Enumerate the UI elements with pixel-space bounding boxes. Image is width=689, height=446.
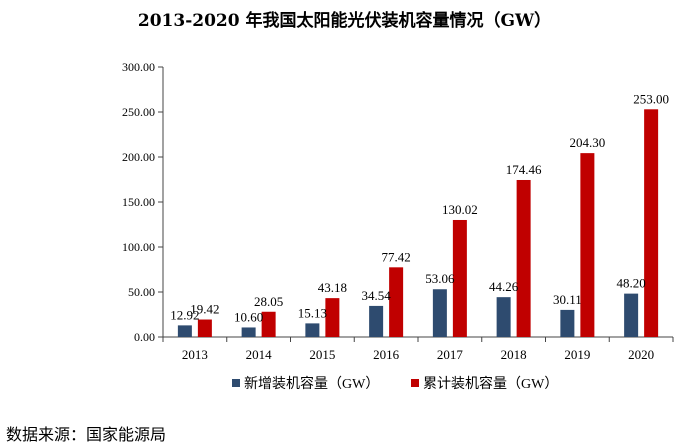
- cumulative-capacity-label: 174.46: [506, 162, 542, 177]
- new-capacity-label: 53.06: [425, 271, 455, 286]
- new-capacity-label: 12.92: [170, 307, 199, 322]
- x-tick-label: 2013: [182, 347, 208, 362]
- new-capacity-bar: [496, 297, 511, 337]
- bars: [177, 109, 659, 337]
- cumulative-capacity-label: 253.00: [633, 91, 669, 106]
- bar-labels: 12.92 10.60 15.13 34.54 53.06 44.26 30.11 48.20…: [170, 91, 669, 324]
- new-capacity-label: 44.26: [489, 279, 519, 294]
- cumulative-capacity-bar: [197, 319, 212, 337]
- new-capacity-bar: [432, 289, 447, 337]
- new-capacity-label: 34.54: [362, 288, 392, 303]
- cumulative-capacity-bar: [389, 267, 404, 337]
- cumulative-capacity-label: 28.05: [254, 294, 283, 309]
- legend: 新增装机容量（GW） 累计装机容量（GW）: [232, 375, 558, 392]
- y-tick-label: 300.00: [122, 60, 155, 74]
- cumulative-capacity-label: 43.18: [318, 280, 347, 295]
- cumulative-capacity-bar: [325, 298, 340, 337]
- x-tick-label: 2019: [564, 347, 590, 362]
- y-tick-label: 0.00: [134, 330, 155, 344]
- cumulative-capacity-label: 204.30: [570, 135, 606, 150]
- x-tick-label: 2018: [501, 347, 527, 362]
- y-tick-label: 150.00: [122, 195, 155, 209]
- y-axis: 0.00 50.00 100.00 150.00 200.00 250.00 300.00: [122, 60, 164, 344]
- new-capacity-bar: [369, 305, 384, 337]
- new-capacity-bar: [560, 309, 575, 337]
- legend-label: 新增装机容量（GW）: [244, 375, 379, 392]
- x-axis: 2013 2014 2015 2016 2017 2018 2019 2020: [162, 336, 674, 362]
- new-capacity-bar: [177, 325, 192, 337]
- cumulative-capacity-label: 130.02: [442, 202, 478, 217]
- cumulative-capacity-bar: [580, 153, 595, 337]
- chart-title: 2013-2020 年我国太阳能光伏装机容量情况（GW）: [137, 11, 552, 31]
- new-capacity-bar: [624, 293, 639, 337]
- new-capacity-label: 10.60: [234, 309, 263, 324]
- new-capacity-label: 15.13: [298, 305, 327, 320]
- cumulative-capacity-bar: [644, 109, 659, 337]
- x-tick-label: 2014: [246, 347, 273, 362]
- x-tick-label: 2020: [628, 347, 654, 362]
- new-capacity-bar: [305, 323, 320, 337]
- legend-label: 累计装机容量（GW）: [423, 375, 558, 392]
- x-tick-label: 2017: [437, 347, 464, 362]
- cumulative-capacity-bar: [452, 219, 467, 337]
- new-capacity-label: 48.20: [617, 276, 646, 291]
- legend-swatch: [232, 379, 240, 387]
- y-tick-label: 100.00: [122, 240, 155, 254]
- cumulative-capacity-label: 19.42: [190, 302, 219, 317]
- cumulative-capacity-bar: [516, 179, 531, 337]
- y-tick-label: 250.00: [122, 105, 155, 119]
- cumulative-capacity-label: 77.42: [382, 249, 411, 264]
- new-capacity-label: 30.11: [553, 292, 582, 307]
- cumulative-capacity-bar: [261, 311, 276, 337]
- new-capacity-bar: [241, 327, 256, 337]
- y-tick-label: 50.00: [128, 285, 155, 299]
- source-note: 数据来源：国家能源局: [6, 425, 167, 444]
- x-tick-label: 2016: [373, 347, 400, 362]
- y-tick-label: 200.00: [122, 150, 155, 164]
- legend-swatch: [411, 379, 419, 387]
- x-tick-label: 2015: [309, 347, 335, 362]
